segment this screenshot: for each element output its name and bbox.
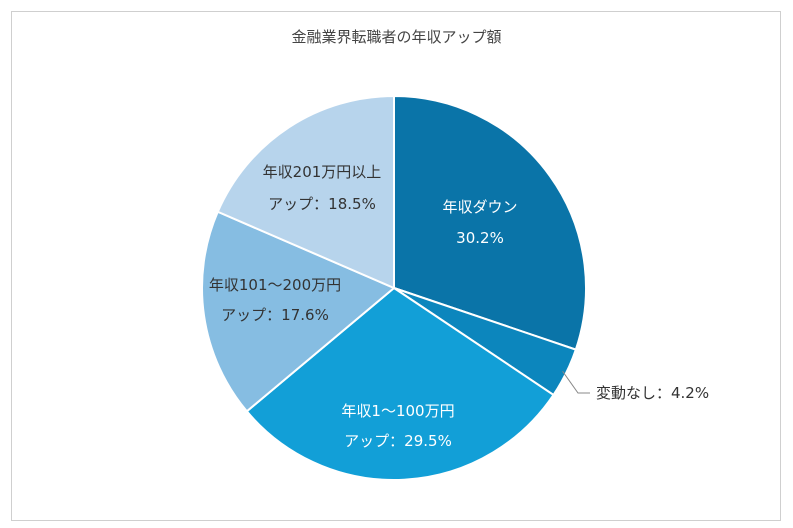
pie-slice-2	[245, 286, 555, 481]
slice-label-4-line2: アップ：18.5%	[268, 195, 376, 213]
leader-line	[562, 370, 590, 394]
slice-label-4-line1: 年収201万円以上	[263, 163, 382, 181]
slice-label-0-line2: 30.2%	[456, 229, 504, 247]
pie-slice-4	[216, 94, 395, 290]
chart-title: 金融業界転職者の年収アップ額	[291, 28, 502, 46]
pie-slice-0	[393, 94, 587, 351]
slice-label-3-line1: 年収101～200万円	[209, 276, 341, 294]
slice-label-3-line2: アップ：17.6%	[221, 306, 329, 324]
slice-label-2-line1: 年収1～100万円	[341, 402, 454, 420]
slice-label-2-line2: アップ：29.5%	[344, 432, 452, 450]
slice-label-0-line1: 年収ダウン	[442, 198, 517, 216]
slice-label-1-line1: 変動なし：4.2%	[596, 384, 709, 402]
pie-slice-3	[201, 210, 396, 413]
